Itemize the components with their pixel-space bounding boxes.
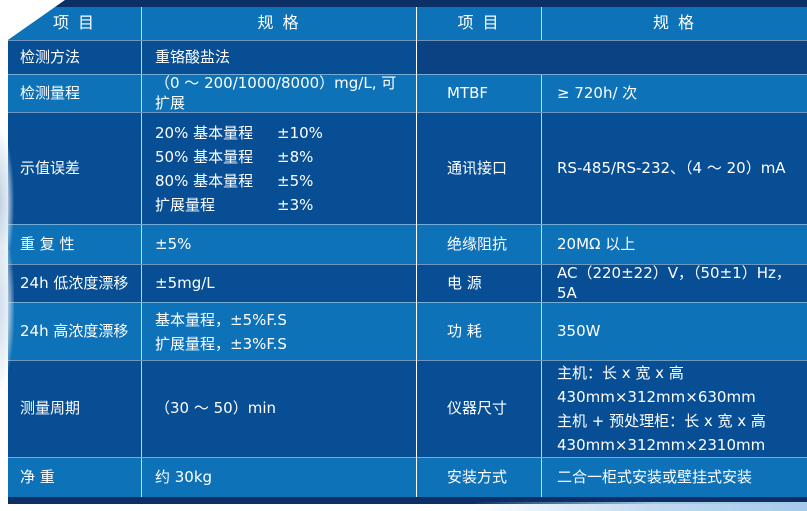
table-row: 项 目 规 格 — [8, 7, 416, 40]
row-label-detection-method: 检测方法 — [8, 41, 142, 74]
row-label-repeatability: 重 复 性 — [8, 225, 142, 264]
row-value-measurement-cycle: （30 ～ 50）min — [155, 399, 276, 418]
error-line: 扩展量程 ±3% — [155, 193, 323, 217]
error-range-label: 20% 基本量程 — [155, 123, 254, 142]
specification-table: 项 目 规 格 检测方法 重铬酸盐法 检测量程 （0 ～ 200/1000/80… — [8, 0, 807, 504]
table-row-empty — [417, 40, 807, 74]
row-label-indication-error: 示值误差 — [8, 113, 142, 224]
table-row: 测量周期 （30 ～ 50）min — [8, 360, 416, 457]
row-value-indication-error: 20% 基本量程 ±10% 50% 基本量程 ±8% 80% 基本量程 ±5% — [142, 113, 416, 224]
row-label-mtbf: MTBF — [417, 75, 542, 112]
dimension-line: 主机 + 预处理柜：长 x 宽 x 高 — [557, 412, 766, 430]
table-row: 检测量程 （0 ～ 200/1000/8000）mg/L, 可扩展 — [8, 74, 416, 112]
error-range-value: ±10% — [277, 123, 323, 142]
row-value-drift-high: 基本量程，±5%F.S 扩展量程，±3%F.S — [142, 303, 416, 360]
row-label-power-supply: 电 源 — [417, 265, 542, 302]
col-header-item-right: 项 目 — [417, 7, 542, 40]
row-label-dimensions: 仪器尺寸 — [417, 361, 542, 457]
col-header-item-left: 项 目 — [8, 7, 142, 40]
table-row: 通讯接口 RS-485/RS-232、（4 ～ 20）mA — [417, 112, 807, 224]
row-value-comm-interface: RS-485/RS-232、（4 ～ 20）mA — [557, 158, 786, 177]
row-label-drift-low: 24h 低浓度漂移 — [8, 265, 142, 302]
error-range-label: 50% 基本量程 — [155, 147, 254, 166]
table-row: 24h 高浓度漂移 基本量程，±5%F.S 扩展量程，±3%F.S — [8, 302, 416, 360]
row-value-detection-range: （0 ～ 200/1000/8000）mg/L, 可扩展 — [155, 74, 397, 112]
col-header-spec-right: 规 格 — [652, 13, 697, 33]
table-row: 重 复 性 ±5% — [8, 224, 416, 264]
table-row: 仪器尺寸 主机：长 x 宽 x 高 430mm×312mm×630mm 主机 +… — [417, 360, 807, 457]
row-value-mtbf: ≥ 720h/ 次 — [557, 83, 638, 102]
row-label-insulation: 绝缘阻抗 — [417, 225, 542, 264]
row-label-drift-high: 24h 高浓度漂移 — [8, 303, 142, 360]
row-label-measurement-cycle: 测量周期 — [8, 361, 142, 457]
row-label-comm-interface: 通讯接口 — [417, 113, 542, 224]
error-range-value: ±8% — [277, 147, 314, 166]
row-value-net-weight: 约 30kg — [155, 467, 213, 486]
error-range-value: ±3% — [277, 195, 314, 214]
row-value-repeatability: ±5% — [155, 234, 192, 253]
row-label-detection-range: 检测量程 — [8, 75, 142, 112]
table-right-half: 项 目 规 格 MTBF ≥ 720h/ 次 通讯接口 RS-485/RS-23… — [417, 7, 807, 497]
table-left-half: 项 目 规 格 检测方法 重铬酸盐法 检测量程 （0 ～ 200/1000/80… — [8, 7, 417, 497]
table-row: 绝缘阻抗 20MΩ 以上 — [417, 224, 807, 264]
error-range-value: ±5% — [277, 171, 314, 190]
table-row: 检测方法 重铬酸盐法 — [8, 40, 416, 74]
dimension-line: 主机：长 x 宽 x 高 — [557, 364, 684, 382]
table-row: 24h 低浓度漂移 ±5mg/L — [8, 264, 416, 302]
table-row: 电 源 AC（220±22）V，（50±1）Hz，5A — [417, 264, 807, 302]
row-value-power-supply: AC（220±22）V，（50±1）Hz，5A — [557, 264, 791, 302]
table-row: 净 重 约 30kg — [8, 457, 416, 497]
blank-cell — [417, 41, 807, 74]
table-row: 功 耗 350W — [417, 302, 807, 360]
row-value-power-consumption: 350W — [557, 321, 601, 340]
error-line: 80% 基本量程 ±5% — [155, 169, 323, 193]
row-label-net-weight: 净 重 — [8, 458, 142, 497]
table-row: 示值误差 20% 基本量程 ±10% 50% 基本量程 ±8% 80% 基本量程 — [8, 112, 416, 224]
drift-high-line: 基本量程，±5%F.S — [155, 310, 287, 329]
col-header-spec-left: 规 格 — [257, 13, 301, 33]
row-value-insulation: 20MΩ 以上 — [557, 234, 636, 253]
table-row: 安装方式 二合一柜式安装或壁挂式安装 — [417, 457, 807, 497]
row-value-detection-method: 重铬酸盐法 — [155, 47, 231, 66]
error-range-label: 扩展量程 — [155, 195, 216, 214]
dimension-line: 430mm×312mm×630mm — [557, 388, 756, 406]
error-line: 20% 基本量程 ±10% — [155, 121, 323, 145]
row-value-dimensions: 主机：长 x 宽 x 高 430mm×312mm×630mm 主机 + 预处理柜… — [542, 361, 807, 457]
drift-high-line: 扩展量程，±3%F.S — [155, 334, 287, 353]
table-row: MTBF ≥ 720h/ 次 — [417, 74, 807, 112]
error-range-label: 80% 基本量程 — [155, 171, 254, 190]
row-label-power-consumption: 功 耗 — [417, 303, 542, 360]
row-value-drift-low: ±5mg/L — [155, 273, 215, 292]
dimension-line: 430mm×312mm×2310mm — [557, 436, 766, 454]
error-line: 50% 基本量程 ±8% — [155, 145, 323, 169]
row-value-installation: 二合一柜式安装或壁挂式安装 — [557, 467, 753, 486]
table-row: 项 目 规 格 — [417, 7, 807, 40]
row-label-installation: 安装方式 — [417, 458, 542, 497]
